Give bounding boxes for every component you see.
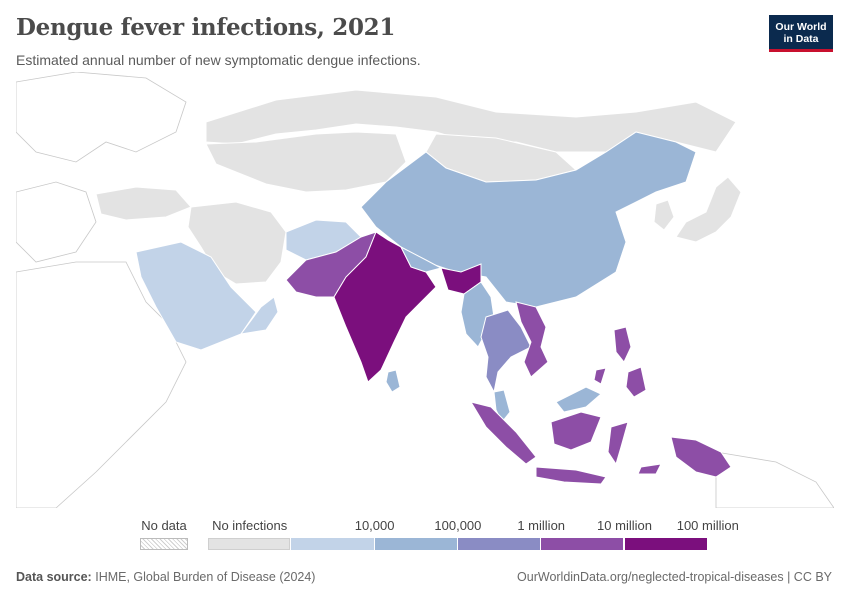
data-source: Data source: IHME, Global Burden of Dise…	[16, 570, 315, 584]
legend-swatch-3[interactable]	[457, 538, 541, 550]
legend: No data No infections 10,000 100,000 1 mill…	[0, 514, 850, 554]
region-japan[interactable]	[675, 176, 742, 243]
region-india[interactable]	[333, 231, 437, 383]
source-text: IHME, Global Burden of Disease (2024)	[95, 570, 316, 584]
chart-subtitle: Estimated annual number of new symptomat…	[16, 52, 421, 68]
region-south-korea[interactable]	[653, 199, 675, 231]
legend-label-1: 10,000	[354, 518, 395, 533]
region-philippines[interactable]	[593, 326, 647, 398]
legend-swatch-2[interactable]	[374, 538, 457, 550]
legend-label-0: No infections	[212, 518, 288, 533]
legend-label-4: 10 million	[597, 518, 652, 533]
background-land	[16, 72, 834, 508]
region-papua[interactable]	[670, 436, 732, 478]
map[interactable]	[16, 72, 834, 508]
footer-url[interactable]: OurWorldinData.org/neglected-tropical-di…	[517, 570, 832, 584]
region-sri-lanka[interactable]	[385, 369, 401, 393]
logo-line-2: in Data	[783, 33, 819, 45]
map-svg[interactable]	[16, 72, 834, 508]
legend-swatch-5[interactable]	[624, 538, 707, 550]
legend-label-3: 1 million	[517, 518, 566, 533]
legend-no-data-label: No data	[141, 518, 187, 533]
chart-title: Dengue fever infections, 2021	[16, 14, 396, 41]
logo-line-1: Our World	[775, 21, 827, 33]
source-label: Data source:	[16, 570, 92, 584]
legend-swatch-1[interactable]	[291, 538, 374, 550]
legend-label-5: 100 million	[676, 518, 739, 533]
countries-layer	[95, 89, 742, 485]
region-malaysia[interactable]	[493, 386, 602, 423]
legend-label-2: 100,000	[434, 518, 482, 533]
legend-swatch-4[interactable]	[541, 538, 624, 550]
region-oman[interactable]	[239, 296, 279, 335]
legend-swatch-0[interactable]	[208, 538, 291, 550]
region-turkey[interactable]	[95, 186, 192, 221]
region-indonesia[interactable]	[469, 401, 662, 485]
owid-logo[interactable]: Our World in Data	[769, 15, 833, 52]
region-vietnam[interactable]	[515, 301, 549, 378]
legend-no-data-swatch[interactable]	[140, 538, 188, 550]
region-thailand[interactable]	[480, 309, 532, 394]
region-nepal[interactable]	[399, 245, 443, 273]
